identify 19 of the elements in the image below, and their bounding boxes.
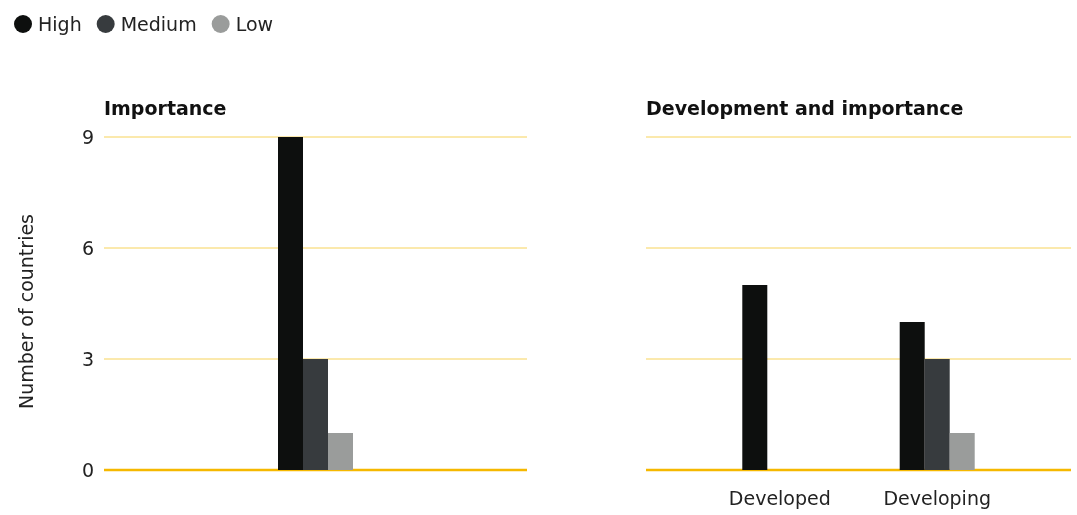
bar	[328, 433, 353, 470]
bar	[303, 359, 328, 470]
y-tick-label: 6	[81, 236, 94, 259]
y-tick-label: 0	[81, 458, 94, 481]
y-axis-title: Number of countries	[15, 213, 37, 410]
chart-title: Development and importance	[646, 97, 964, 119]
bar	[899, 322, 925, 470]
legend-label: Low	[235, 13, 274, 35]
bar	[278, 137, 303, 470]
x-tick-label: Developing	[883, 487, 992, 510]
y-tick-label: 9	[81, 125, 94, 148]
bar	[924, 359, 950, 470]
chart-title: Importance	[104, 97, 227, 119]
legend-label: Medium	[120, 13, 197, 35]
x-tick-label: Developed	[728, 487, 831, 510]
bar	[949, 433, 975, 470]
bar	[742, 285, 768, 470]
y-tick-label: 3	[81, 347, 94, 370]
legend-label: High	[38, 13, 82, 35]
